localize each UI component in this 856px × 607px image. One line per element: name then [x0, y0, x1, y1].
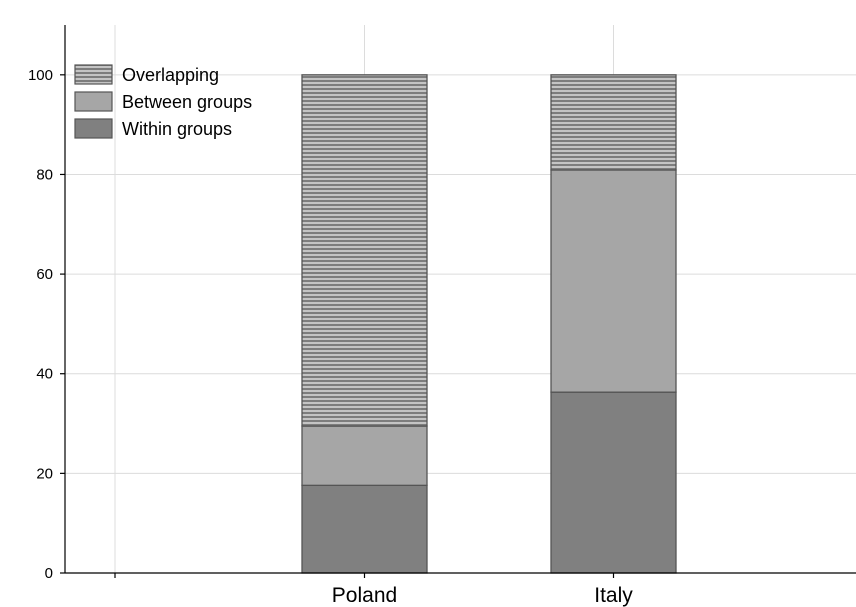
- bars: [301, 74, 677, 574]
- bar-italy-between-groups: [550, 169, 677, 393]
- y-tick-label-60: 60: [36, 266, 53, 283]
- x-tick-label-italy: Italy: [594, 584, 633, 607]
- bar-poland-between-groups: [301, 425, 428, 486]
- legend-label-overlapping: Overlapping: [122, 65, 219, 85]
- legend-swatch-between-groups: [74, 91, 113, 112]
- y-tick-label-40: 40: [36, 366, 53, 383]
- bar-italy-overlapping: [550, 74, 677, 171]
- legend-label-between-groups: Between groups: [122, 92, 252, 112]
- y-tick-label-100: 100: [28, 67, 53, 84]
- y-tick-label-0: 0: [45, 565, 53, 582]
- legend-swatch-within-groups: [74, 118, 113, 139]
- y-tick-label-20: 20: [36, 465, 53, 482]
- bar-italy-within-groups: [550, 391, 677, 574]
- x-tick-label-poland: Poland: [332, 584, 397, 607]
- bar-poland-overlapping: [301, 74, 428, 427]
- y-tick-label-80: 80: [36, 166, 53, 183]
- bar-poland-within-groups: [301, 484, 428, 574]
- legend: Overlapping Between groups Within groups: [74, 64, 252, 139]
- legend-label-within-groups: Within groups: [122, 119, 232, 139]
- legend-swatch-overlapping: [74, 64, 113, 85]
- axes: 0 20 40 60 80 100 Poland Italy: [28, 25, 856, 607]
